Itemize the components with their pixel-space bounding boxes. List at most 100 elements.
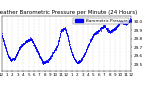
Point <box>98 28 101 30</box>
Point <box>78 60 80 62</box>
Point <box>108 31 110 33</box>
Point <box>90 38 92 39</box>
Point <box>129 21 131 23</box>
Point <box>114 28 116 30</box>
Title: Milwaukee Weather Barometric Pressure per Minute (24 Hours): Milwaukee Weather Barometric Pressure pe… <box>0 10 137 15</box>
Point <box>83 54 85 56</box>
Point <box>6 51 8 52</box>
Point <box>67 38 70 40</box>
Point <box>26 40 28 41</box>
Point <box>113 28 116 29</box>
Point <box>103 26 106 28</box>
Point <box>124 23 127 25</box>
Point <box>57 41 60 43</box>
Point <box>30 38 32 40</box>
Point <box>70 50 72 51</box>
Point <box>12 58 15 59</box>
Point <box>114 28 117 29</box>
Point <box>68 43 70 44</box>
Point <box>48 58 51 59</box>
Point <box>117 24 120 25</box>
Point <box>7 58 10 59</box>
Point <box>109 31 111 32</box>
Point <box>17 48 20 50</box>
Point <box>3 45 6 47</box>
Point <box>119 21 122 22</box>
Point <box>42 62 44 64</box>
Point <box>57 39 60 41</box>
Point <box>16 52 19 53</box>
Point <box>105 28 108 29</box>
Point <box>73 57 75 59</box>
Point <box>42 61 45 63</box>
Point <box>99 28 101 29</box>
Point <box>24 41 27 43</box>
Point <box>52 52 55 54</box>
Point <box>105 28 108 29</box>
Point <box>69 47 72 49</box>
Point <box>7 56 10 58</box>
Point <box>32 40 34 42</box>
Point <box>123 22 126 23</box>
Point <box>110 30 112 31</box>
Point <box>95 33 97 34</box>
Point <box>16 51 19 52</box>
Point <box>111 30 113 31</box>
Point <box>79 60 82 62</box>
Point <box>51 55 53 56</box>
Point <box>55 46 58 47</box>
Point <box>125 23 127 24</box>
Point <box>93 33 96 34</box>
Point <box>128 21 130 22</box>
Point <box>26 40 28 42</box>
Point <box>128 21 131 22</box>
Point <box>32 43 35 44</box>
Point <box>74 60 77 62</box>
Point <box>49 57 52 59</box>
Point <box>88 41 91 42</box>
Point <box>82 55 84 57</box>
Point <box>67 40 70 41</box>
Point <box>31 41 34 43</box>
Point <box>18 49 20 50</box>
Point <box>85 50 87 52</box>
Point <box>93 32 96 33</box>
Point <box>124 23 126 24</box>
Point <box>61 29 64 31</box>
Point <box>91 37 93 38</box>
Point <box>122 21 125 23</box>
Point <box>49 57 51 58</box>
Point <box>87 43 90 44</box>
Point <box>7 54 10 56</box>
Point <box>127 20 130 22</box>
Point <box>37 51 39 53</box>
Point <box>44 61 47 63</box>
Point <box>42 61 45 63</box>
Point <box>93 32 96 34</box>
Point <box>39 56 41 57</box>
Point <box>44 61 47 62</box>
Point <box>118 22 120 24</box>
Point <box>117 25 120 26</box>
Point <box>1 37 4 39</box>
Point <box>42 63 44 64</box>
Point <box>61 29 63 30</box>
Point <box>83 54 85 55</box>
Point <box>41 61 44 62</box>
Point <box>115 26 118 28</box>
Point <box>3 41 5 43</box>
Point <box>74 60 77 61</box>
Point <box>36 49 38 51</box>
Point <box>43 61 46 62</box>
Point <box>83 52 86 54</box>
Point <box>43 61 46 62</box>
Point <box>60 30 63 31</box>
Point <box>129 18 132 20</box>
Point <box>115 26 117 27</box>
Point <box>46 61 49 62</box>
Point <box>45 61 48 62</box>
Point <box>45 61 48 63</box>
Point <box>125 24 127 25</box>
Point <box>16 52 18 54</box>
Point <box>34 47 37 49</box>
